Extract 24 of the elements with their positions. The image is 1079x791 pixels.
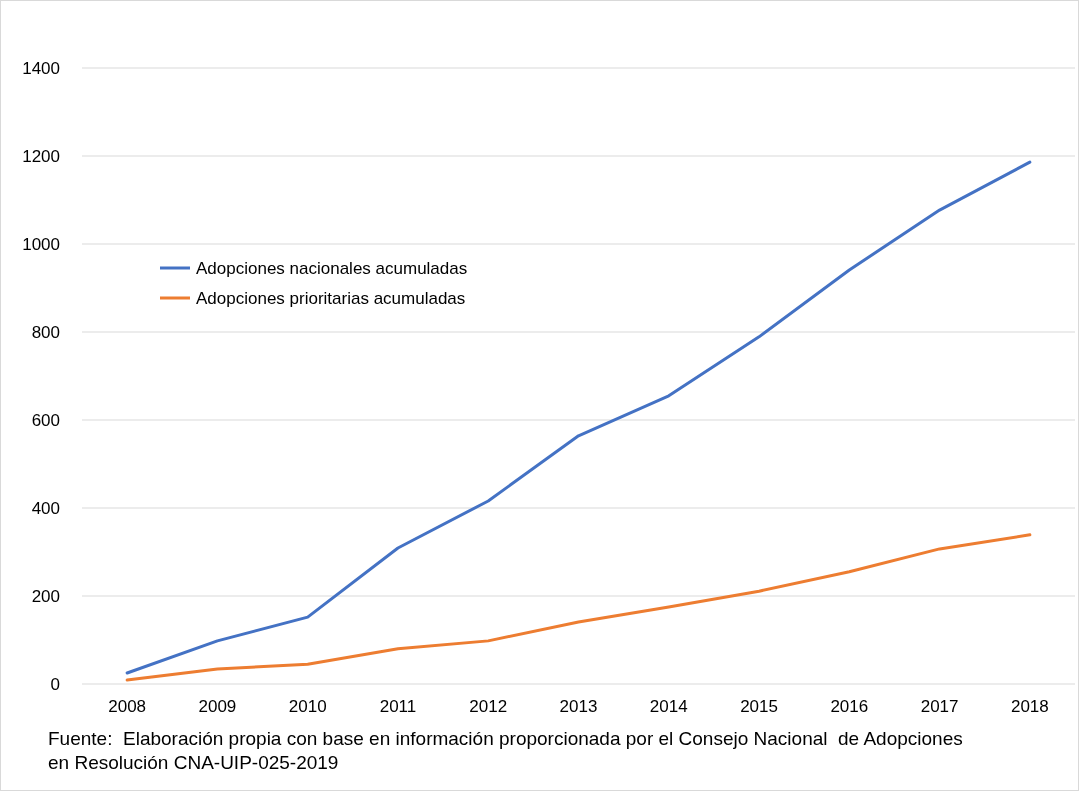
source-note: Fuente: Elaboración propia con base en información proporcionada por el Consejo Nacional de Adopciones en Resolución CNA-UIP-025-2019 — [48, 728, 963, 773]
x-tick-label: 2012 — [469, 697, 508, 716]
x-tick-label: 2014 — [649, 697, 688, 716]
y-tick-label: 1200 — [22, 146, 60, 166]
x-tick-label: 2011 — [379, 697, 417, 716]
x-tick-label: 2009 — [198, 697, 237, 716]
x-tick-label: 2017 — [920, 697, 959, 716]
x-tick-label: 2010 — [288, 697, 327, 716]
y-tick-label: 1000 — [22, 234, 60, 254]
y-tick-label: 1400 — [22, 58, 60, 78]
y-tick-label: 600 — [31, 410, 60, 430]
x-tick-label: 2018 — [1010, 697, 1049, 716]
x-tick-label: 2015 — [740, 697, 778, 716]
y-tick-label: 800 — [31, 322, 60, 342]
y-tick-label: 0 — [50, 674, 60, 694]
legend-label: Adopciones nacionales acumuladas — [196, 258, 468, 278]
y-tick-label: 200 — [31, 586, 60, 606]
legend-label: Adopciones prioritarias acumuladas — [196, 288, 466, 308]
line-series — [125, 533, 1032, 682]
x-tick-label: 2008 — [108, 697, 147, 716]
x-tick-label: 2013 — [559, 697, 598, 716]
x-tick-label: 2016 — [830, 697, 869, 716]
line-series — [125, 160, 1032, 675]
y-tick-label: 400 — [31, 498, 60, 518]
